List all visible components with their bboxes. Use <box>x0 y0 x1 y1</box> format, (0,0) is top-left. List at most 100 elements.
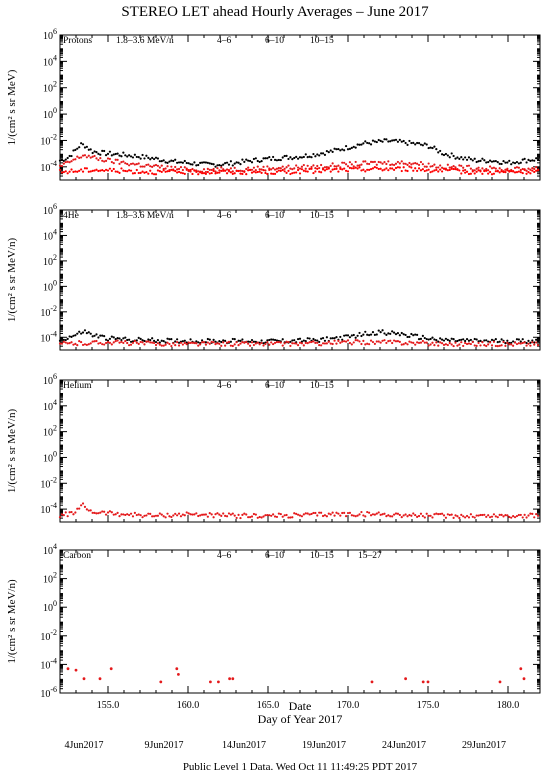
date-label: 29Jun2017 <box>462 740 506 751</box>
data-point <box>176 161 179 164</box>
data-point <box>291 172 294 175</box>
data-point <box>133 163 136 166</box>
data-point <box>137 156 140 159</box>
data-point <box>475 344 478 347</box>
data-point <box>247 169 250 172</box>
data-point <box>304 341 307 344</box>
data-point <box>531 167 534 170</box>
data-point <box>477 341 480 345</box>
data-point <box>385 167 388 170</box>
data-point <box>191 172 194 176</box>
data-point <box>176 171 179 174</box>
data-point <box>247 166 250 169</box>
data-point <box>462 338 465 341</box>
data-point <box>504 344 507 347</box>
data-point <box>344 144 348 148</box>
data-point <box>183 159 186 163</box>
data-point <box>293 156 296 160</box>
data-point <box>452 344 455 348</box>
data-point <box>485 515 488 518</box>
data-point <box>66 515 69 518</box>
data-point <box>64 341 67 344</box>
data-point <box>492 513 496 516</box>
data-point <box>362 514 365 517</box>
data-point <box>272 338 275 341</box>
legend-entry: 4–6 <box>217 36 232 46</box>
data-point <box>124 513 127 517</box>
data-point <box>494 167 497 170</box>
data-point <box>396 512 400 515</box>
data-point <box>327 512 330 515</box>
data-point <box>279 341 282 344</box>
data-point <box>377 329 380 332</box>
date-label: 19Jun2017 <box>302 740 346 751</box>
data-point <box>151 337 154 340</box>
y-tick-label: 10-4 <box>40 329 57 344</box>
data-point <box>187 512 190 515</box>
data-point <box>177 344 181 347</box>
data-point <box>233 338 236 341</box>
data-point <box>404 141 407 145</box>
species-label: Protons <box>63 36 92 46</box>
data-point <box>402 514 405 517</box>
data-point <box>304 153 307 156</box>
data-point <box>373 333 376 336</box>
data-point <box>270 338 273 341</box>
data-point <box>320 171 323 174</box>
data-point <box>68 154 71 158</box>
data-point <box>515 338 519 341</box>
data-point <box>220 166 223 169</box>
data-point <box>183 341 186 345</box>
data-point <box>465 342 469 346</box>
data-point <box>450 152 453 155</box>
data-point <box>398 162 401 165</box>
data-point <box>272 513 275 516</box>
y-tick-label: 106 <box>43 27 57 42</box>
data-point <box>193 341 196 345</box>
data-point <box>306 170 309 173</box>
data-point <box>118 171 121 174</box>
data-point <box>408 161 411 165</box>
data-point <box>502 159 505 163</box>
data-point <box>158 160 161 163</box>
data-point <box>298 337 302 340</box>
data-point <box>199 514 202 517</box>
data-point <box>177 341 181 344</box>
data-point <box>425 165 428 168</box>
data-point <box>416 162 419 165</box>
data-point <box>252 166 256 169</box>
data-point <box>423 142 426 145</box>
data-point <box>402 162 405 165</box>
data-point <box>510 516 513 519</box>
data-point <box>189 170 192 173</box>
data-point <box>504 161 507 164</box>
data-point <box>536 344 540 347</box>
data-point <box>477 166 480 169</box>
data-point <box>366 162 369 165</box>
data-point <box>377 167 380 171</box>
data-point <box>533 170 536 174</box>
data-point <box>527 167 530 170</box>
data-point <box>122 513 125 516</box>
data-point <box>337 170 340 173</box>
data-point <box>454 168 457 171</box>
data-point <box>231 512 234 515</box>
data-point <box>300 168 304 171</box>
data-point <box>156 339 160 342</box>
data-point <box>272 342 275 346</box>
data-point <box>87 170 90 173</box>
data-point <box>195 164 198 167</box>
data-point <box>137 162 140 165</box>
data-point <box>356 167 359 170</box>
data-point <box>348 341 352 345</box>
data-point <box>316 341 319 344</box>
data-point <box>270 168 273 171</box>
y-tick-label: 10-2 <box>40 132 57 147</box>
data-point <box>364 170 367 173</box>
data-point <box>110 343 113 346</box>
data-point <box>406 335 409 339</box>
data-point <box>72 334 75 337</box>
data-point <box>323 169 327 172</box>
data-point <box>68 511 71 514</box>
data-point <box>464 516 467 519</box>
